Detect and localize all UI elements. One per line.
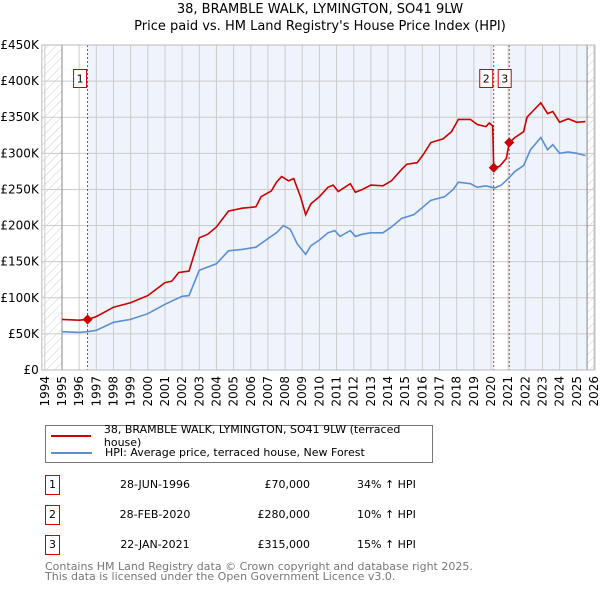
x-tick-label: 2005 [227,376,241,407]
sale-hpi: 10% ↑ HPI [357,508,416,521]
sale-point-marker [82,314,93,325]
x-tick-label: 1998 [106,376,120,407]
legend-item-hpi: HPI: Average price, terraced house, New … [46,444,365,461]
y-tick-label: £450K [0,38,40,52]
sale-badge: 2 [45,505,60,525]
y-tick-label: £400K [0,74,40,88]
x-tick-label: 1996 [72,376,86,407]
legend-swatch-hpi [51,451,92,454]
sale-date: 28-FEB-2020 [119,508,191,521]
x-tick-label: 1999 [124,376,138,407]
sale-badge: 3 [45,535,60,555]
x-tick-label: 2024 [553,376,567,407]
sale-label-box [73,69,88,89]
x-tick-label: 2023 [535,376,549,407]
shaded-region [87,45,494,370]
sale-label-box [497,69,512,89]
chart-title: 38, BRAMBLE WALK, LYMINGTON, SO41 9LW [176,2,464,17]
x-tick-label: 2008 [278,376,292,407]
y-tick-label: £200K [0,219,40,233]
sale-row: 2 28-FEB-2020 £280,000 10% ↑ HPI [45,505,465,525]
x-tick-label: 2022 [518,376,532,407]
x-tick-label: 2001 [158,376,172,407]
sale-point-marker [488,162,499,173]
sale-badge: 1 [45,475,60,495]
x-tick-label: 1997 [89,376,103,407]
sale-hpi: 15% ↑ HPI [357,538,416,551]
chart-subtitle: Price paid vs. HM Land Registry's House … [134,19,506,34]
price-chart: 1994 1995 1996 1997 1998 1999 2000 2001 2002 2003… [0,38,600,407]
legend-swatch-property [51,434,91,437]
legend-label-hpi: HPI: Average price, terraced house, New … [105,446,365,459]
sale-date: 28-JUN-1996 [119,478,191,491]
x-tick-label: 2021 [501,376,515,407]
legend: 38, BRAMBLE WALK, LYMINGTON, SO41 9LW (t… [45,423,433,463]
sale-row: 1 28-JUN-1996 £70,000 34% ↑ HPI [45,475,465,495]
x-tick-label: 2025 [570,376,584,407]
x-tick-label: 2009 [295,376,309,407]
y-tick-label: £0 [24,363,39,377]
hpi-line [61,136,586,334]
x-tick-label: 2013 [364,376,378,407]
sale-label: 1 [77,73,84,86]
x-tick-label: 2011 [330,376,344,407]
x-tick-label: 2019 [467,376,481,407]
footer-copyright: Contains HM Land Registry data © Crown c… [45,560,473,573]
x-tick-label: 1994 [38,376,52,407]
legend-label-property: 38, BRAMBLE WALK, LYMINGTON, SO41 9LW (t… [103,422,401,449]
y-tick-label: £350K [0,110,40,124]
hatched-region-left [41,45,62,370]
sale-label: 3 [501,73,508,86]
x-tick-label: 1995 [55,376,69,407]
sale-date: 22-JAN-2021 [120,538,190,551]
plot-border [41,44,596,371]
sale-price: £315,000 [257,538,311,551]
x-tick-label: 2014 [381,376,395,407]
x-tick-label: 2000 [141,376,155,407]
y-tick-label: £50K [8,327,40,341]
x-tick-label: 2015 [398,376,412,407]
x-tick-label: 2012 [347,376,361,407]
sale-point-marker [504,137,515,148]
sale-row: 3 22-JAN-2021 £315,000 15% ↑ HPI [45,535,465,555]
y-tick-label: £250K [0,182,40,196]
x-tick-label: 2026 [587,376,600,407]
y-tick-label: £300K [0,146,40,160]
x-tick-label: 2002 [175,376,189,407]
x-tick-label: 2016 [415,376,429,407]
y-tick-label: £100K [0,291,40,305]
hatched-region-right [587,45,595,370]
x-tick-label: 2017 [433,376,447,407]
property-line [61,101,586,322]
sale-label-box [479,69,494,89]
x-tick-label: 2007 [261,376,275,407]
x-tick-label: 2003 [192,376,206,407]
sale-label: 2 [483,73,490,86]
x-tick-label: 2010 [312,376,326,407]
x-tick-label: 2020 [484,376,498,407]
x-tick-label: 2004 [209,376,223,407]
footer-licence: This data is licensed under the Open Gov… [45,570,396,583]
sale-hpi: 34% ↑ HPI [357,478,416,491]
x-tick-label: 2006 [244,376,258,407]
y-tick-label: £150K [0,255,40,269]
shaded-region [509,45,588,370]
sale-price: £280,000 [257,508,311,521]
x-tick-label: 2018 [450,376,464,407]
sale-price: £70,000 [264,478,311,491]
legend-item-property: 38, BRAMBLE WALK, LYMINGTON, SO41 9LW (t… [46,423,432,449]
